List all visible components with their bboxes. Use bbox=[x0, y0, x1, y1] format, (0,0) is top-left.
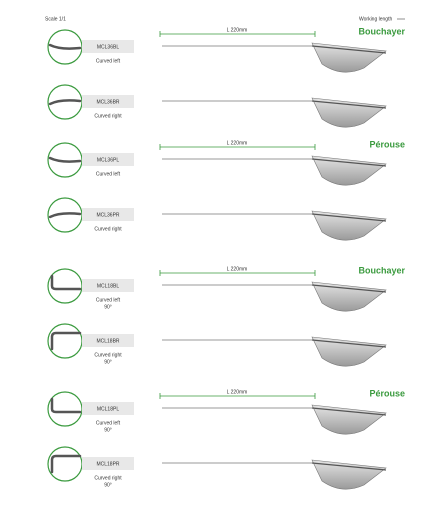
code-box bbox=[82, 334, 134, 347]
description: Curved left bbox=[96, 58, 121, 64]
handle bbox=[311, 210, 387, 241]
description: Curved right bbox=[94, 113, 122, 119]
handle bbox=[311, 459, 387, 490]
description-note: 90° bbox=[104, 482, 112, 488]
length-label: L 220mm bbox=[227, 27, 248, 33]
handle bbox=[311, 42, 387, 73]
brand-name: Bouchayer bbox=[358, 26, 405, 36]
tip-shape bbox=[50, 274, 82, 291]
handle-edge bbox=[311, 100, 387, 109]
code-box bbox=[82, 279, 134, 292]
handle-edge bbox=[311, 407, 387, 416]
product-code: MCL18BL bbox=[97, 283, 119, 289]
description: Curved left bbox=[96, 171, 121, 177]
length-label: L 220mm bbox=[227, 140, 248, 146]
handle-edge bbox=[311, 339, 387, 348]
product-code: MCL18PL bbox=[97, 406, 119, 412]
length-label: L 220mm bbox=[227, 389, 248, 395]
description: Curved left bbox=[96, 420, 121, 426]
handle bbox=[311, 404, 387, 435]
code-box bbox=[82, 457, 134, 470]
description: Curved left bbox=[96, 297, 121, 303]
description: Curved right bbox=[94, 475, 122, 481]
handle-edge bbox=[311, 284, 387, 293]
working-length-label: Working length bbox=[359, 16, 392, 22]
code-box bbox=[82, 402, 134, 415]
tip-shape bbox=[50, 331, 82, 351]
code-box bbox=[82, 95, 134, 108]
handle bbox=[311, 155, 387, 186]
handle-edge bbox=[311, 213, 387, 222]
brand-name: Bouchayer bbox=[358, 265, 405, 275]
product-code: MCL36BL bbox=[97, 44, 119, 50]
tip-shape bbox=[50, 454, 82, 474]
scale-label: Scale 1/1 bbox=[45, 16, 66, 22]
product-code: MCL18BR bbox=[96, 338, 119, 344]
handle bbox=[311, 281, 387, 312]
description-note: 90° bbox=[104, 304, 112, 310]
tip-shape bbox=[48, 156, 82, 163]
code-box bbox=[82, 208, 134, 221]
tip-shape bbox=[50, 397, 82, 414]
brand-name: Pérouse bbox=[369, 139, 405, 149]
description: Curved right bbox=[94, 226, 122, 232]
product-code: MCL36PR bbox=[96, 212, 119, 218]
brand-name: Pérouse bbox=[369, 388, 405, 398]
handle-edge bbox=[311, 45, 387, 54]
length-label: L 220mm bbox=[227, 266, 248, 272]
handle-edge bbox=[311, 462, 387, 471]
code-box bbox=[82, 153, 134, 166]
description: Curved right bbox=[94, 352, 122, 358]
product-code: MCL36PL bbox=[97, 157, 119, 163]
product-code: MCL18PR bbox=[96, 461, 119, 467]
handle bbox=[311, 336, 387, 367]
tip-shape bbox=[48, 43, 82, 50]
tip-shape bbox=[48, 99, 82, 106]
tip-shape bbox=[48, 212, 82, 219]
description-note: 90° bbox=[104, 359, 112, 365]
code-box bbox=[82, 40, 134, 53]
product-code: MCL36BR bbox=[96, 99, 119, 105]
handle bbox=[311, 97, 387, 128]
handle-edge bbox=[311, 158, 387, 167]
description-note: 90° bbox=[104, 427, 112, 433]
